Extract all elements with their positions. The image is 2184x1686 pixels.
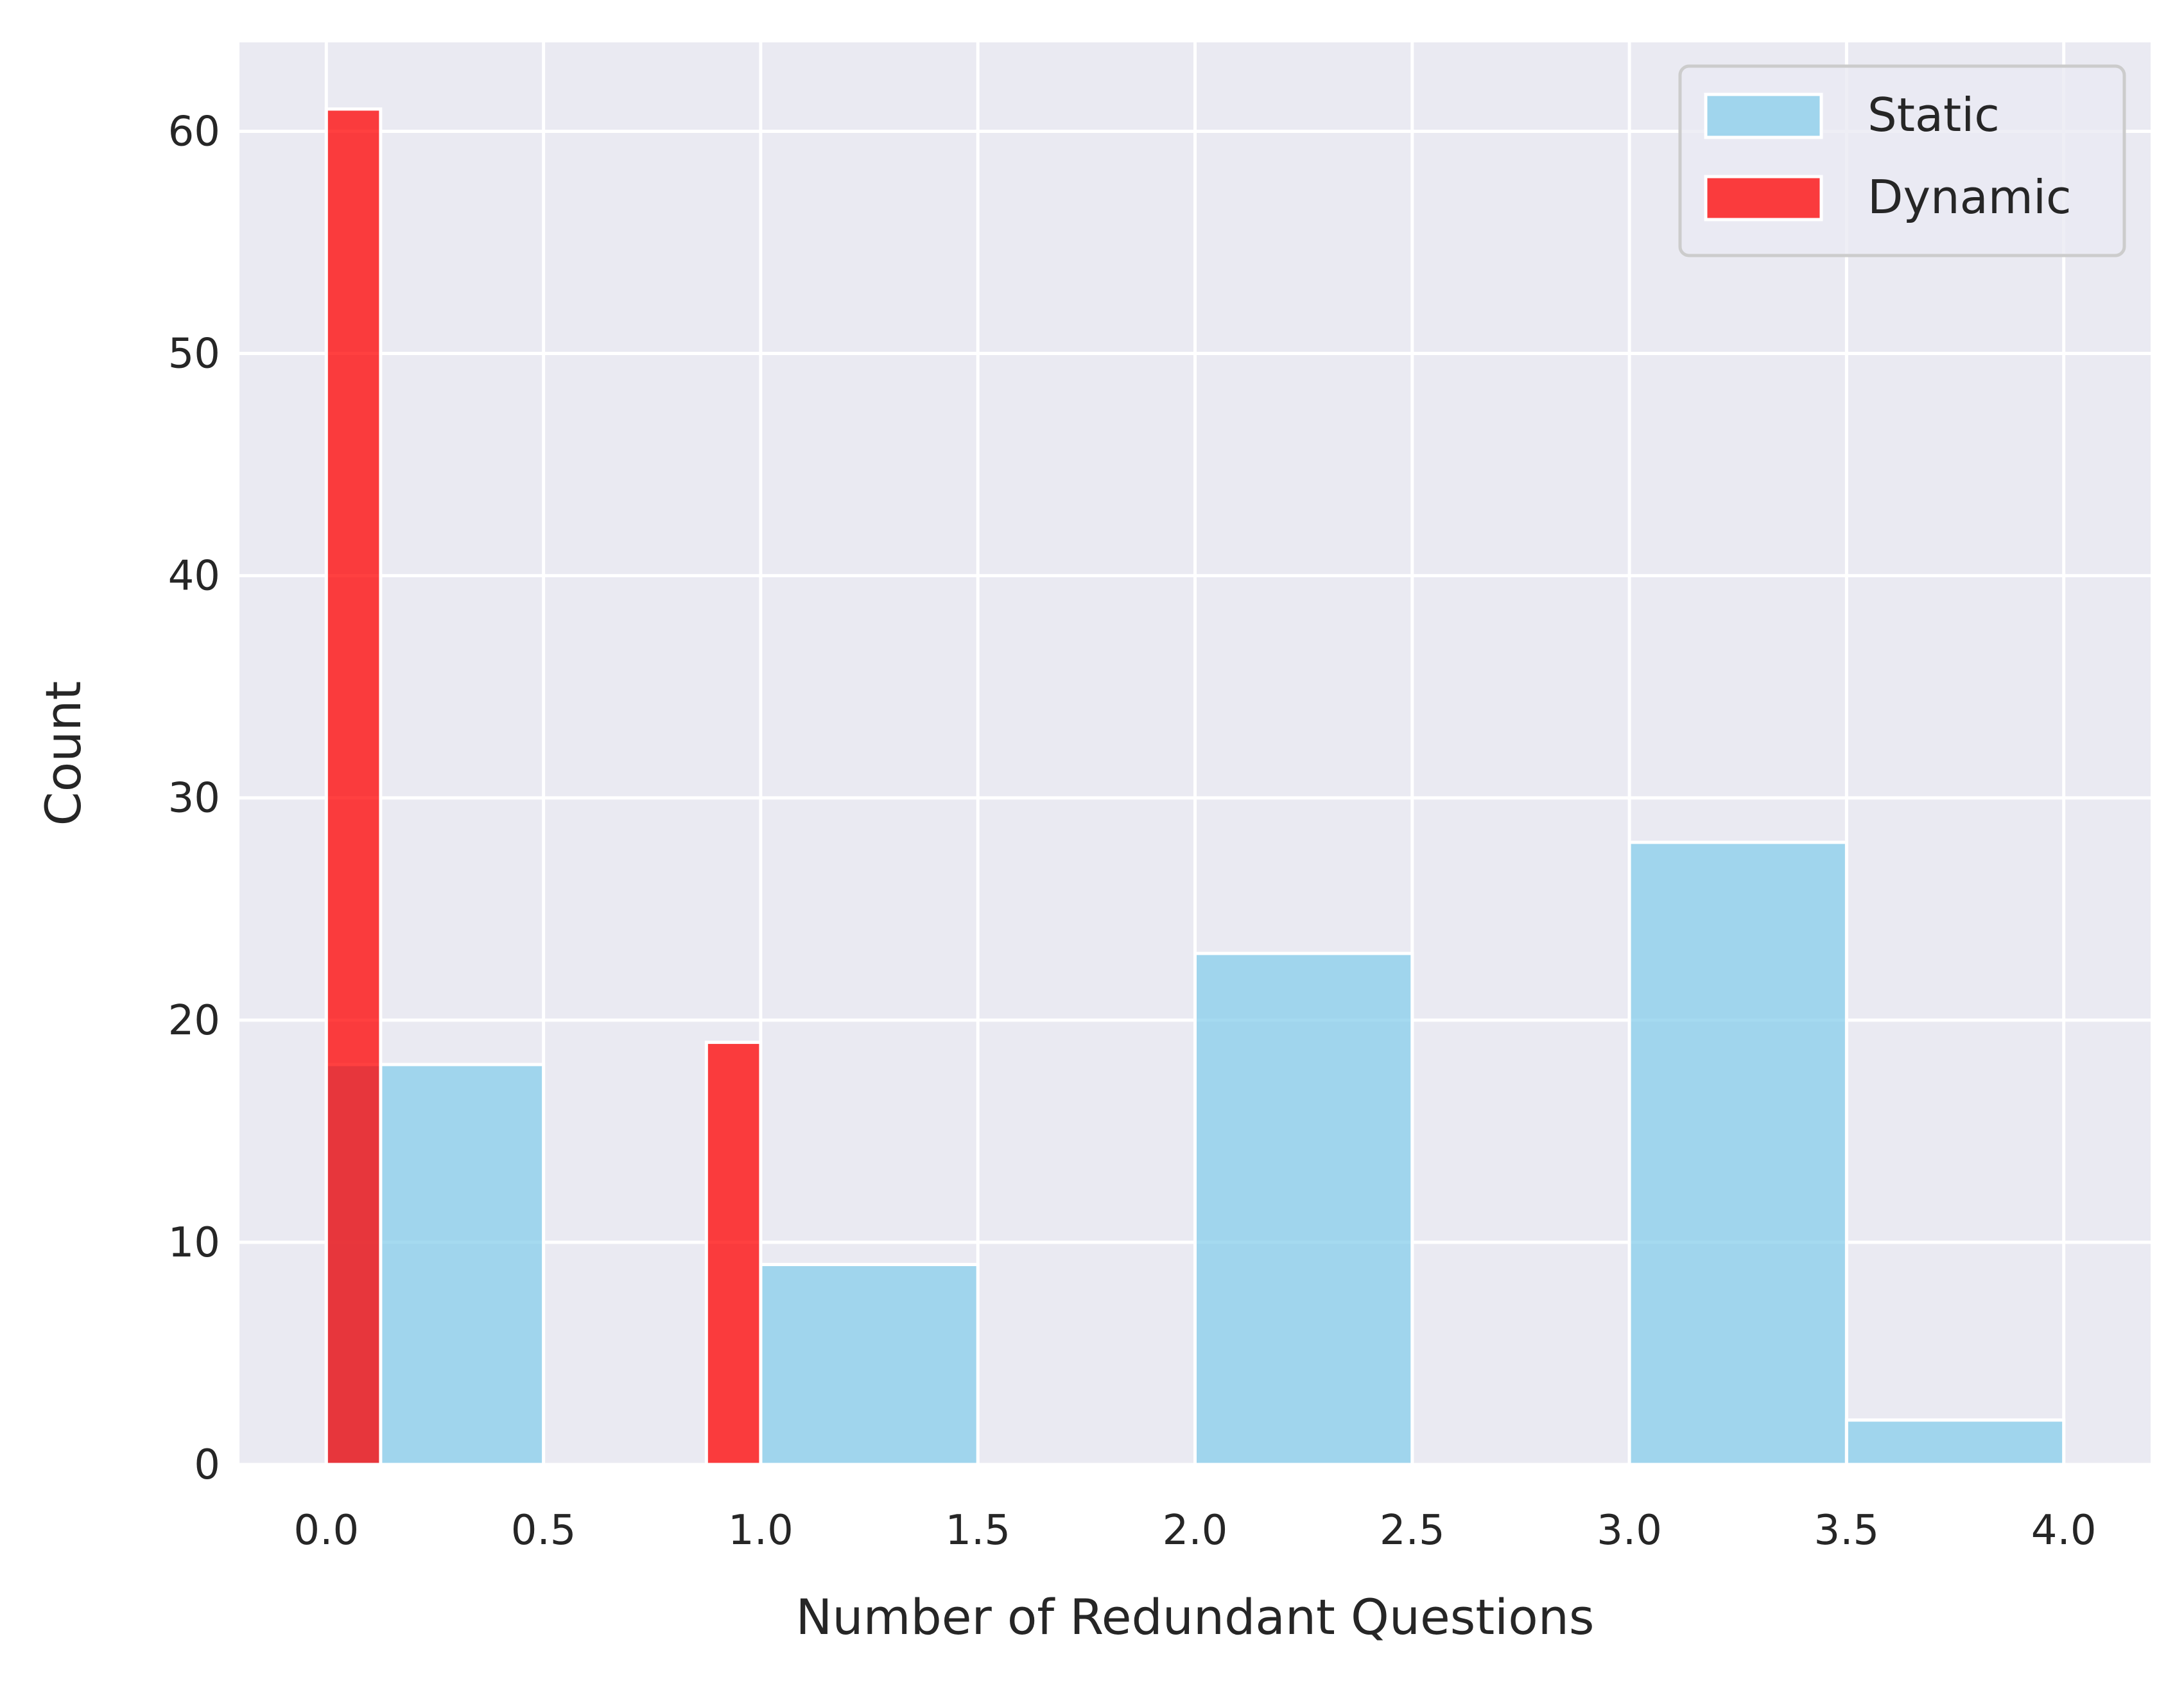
- bar-static-4: [1193, 952, 1414, 1466]
- tick-labels: 0.0 0.5 1.0 1.5 2.0 2.5 3.0 3.5 4.0 0 10 20 30 40 50 60: [168, 108, 2097, 1554]
- y-tick-label: 20: [168, 997, 220, 1045]
- bar-static-2: [759, 1263, 980, 1466]
- histogram-bars: [324, 107, 2066, 1466]
- bar-static-6: [1627, 840, 1848, 1466]
- legend-swatch-dynamic: [1704, 175, 1823, 222]
- x-tick-label: 1.5: [945, 1507, 1010, 1554]
- x-tick-label: 2.0: [1163, 1507, 1228, 1554]
- y-axis-label: Count: [35, 681, 92, 826]
- x-tick-label: 3.5: [1814, 1507, 1879, 1554]
- y-tick-label: 30: [168, 775, 220, 822]
- bar-static-7: [1844, 1418, 2066, 1466]
- legend-label-dynamic: Dynamic: [1868, 170, 2072, 224]
- x-tick-label: 1.0: [728, 1507, 793, 1554]
- y-tick-label: 10: [168, 1219, 220, 1267]
- x-tick-label: 0.5: [511, 1507, 576, 1554]
- legend-label-static: Static: [1868, 88, 2000, 142]
- x-tick-label: 3.0: [1597, 1507, 1662, 1554]
- bar-dynamic-1: [704, 1040, 763, 1466]
- y-tick-label: 40: [168, 553, 220, 600]
- x-tick-label: 4.0: [2031, 1507, 2097, 1554]
- x-axis-label: Number of Redundant Questions: [795, 1588, 1594, 1646]
- y-tick-label: 0: [194, 1441, 220, 1489]
- x-tick-label: 2.5: [1380, 1507, 1445, 1554]
- y-tick-label: 60: [168, 108, 220, 155]
- legend: Static Dynamic: [1678, 64, 2126, 257]
- y-tick-label: 50: [168, 331, 220, 378]
- legend-swatch-static: [1704, 92, 1823, 139]
- bar-dynamic-0: [324, 107, 383, 1466]
- x-tick-label: 0.0: [293, 1507, 359, 1554]
